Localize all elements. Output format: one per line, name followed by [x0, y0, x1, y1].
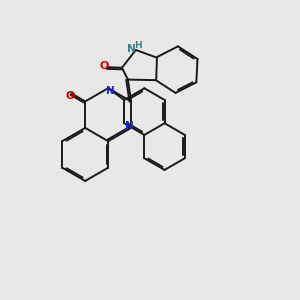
- Text: N: N: [127, 44, 136, 53]
- Text: O: O: [66, 91, 75, 101]
- Text: N: N: [106, 85, 115, 95]
- Text: H: H: [134, 41, 141, 50]
- Text: N: N: [125, 121, 134, 130]
- Text: O: O: [100, 61, 109, 71]
